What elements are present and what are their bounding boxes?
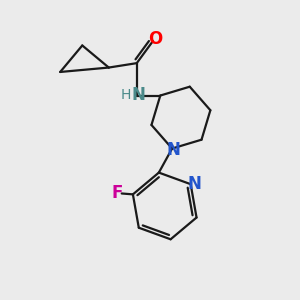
Text: H: H <box>120 88 131 102</box>
Text: N: N <box>167 141 181 159</box>
Text: O: O <box>148 30 162 48</box>
Text: N: N <box>131 85 145 103</box>
Text: F: F <box>112 184 123 202</box>
Text: N: N <box>187 175 201 193</box>
